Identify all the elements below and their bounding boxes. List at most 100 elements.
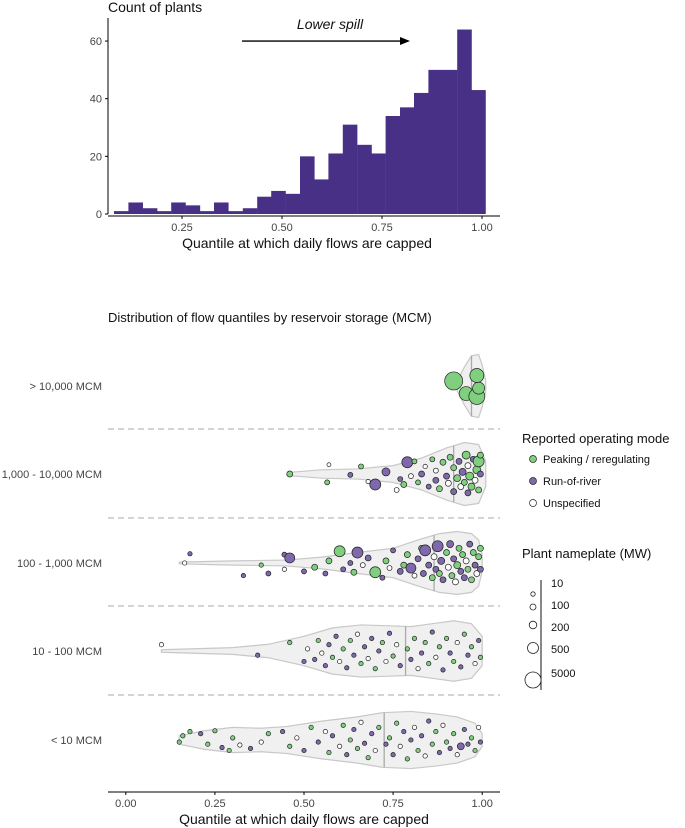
plant-point bbox=[436, 750, 442, 756]
plant-point bbox=[448, 572, 456, 579]
plant-point bbox=[369, 478, 382, 491]
histogram-bar bbox=[471, 90, 486, 214]
plant-point bbox=[450, 488, 458, 495]
plant-point bbox=[326, 750, 332, 756]
size-legend-label: 10 bbox=[551, 578, 563, 590]
plant-point bbox=[467, 482, 476, 491]
mode-legend-label: Run-of-river bbox=[543, 476, 601, 488]
arrow-head bbox=[400, 37, 410, 46]
nameplate-legend: Plant nameplate (MW) 10 100 200 500 5000 bbox=[522, 546, 651, 690]
plant-point bbox=[394, 720, 400, 726]
plant-point bbox=[477, 544, 484, 552]
plant-point bbox=[390, 653, 396, 659]
plant-point bbox=[324, 479, 331, 486]
mode-legend-item: Run-of-river bbox=[529, 476, 601, 488]
plant-point bbox=[429, 629, 435, 635]
mode-legend-label: Unspecified bbox=[543, 498, 600, 510]
plant-point bbox=[397, 476, 404, 482]
plant-point bbox=[287, 743, 293, 749]
violin-row: 100 - 1,000 MCM bbox=[17, 517, 500, 596]
plant-point bbox=[362, 644, 368, 650]
plant-point bbox=[401, 456, 414, 469]
plant-point bbox=[400, 481, 408, 488]
plant-point bbox=[420, 570, 427, 577]
violin-rows: > 10,000 MCM 1,000 - 10,000 MCM 100 - 1,00… bbox=[2, 353, 500, 770]
plant-point bbox=[205, 741, 211, 747]
plant-point bbox=[404, 756, 410, 762]
plant-point bbox=[457, 568, 465, 575]
plant-point bbox=[337, 658, 343, 665]
plant-point bbox=[461, 631, 467, 637]
plant-point bbox=[329, 654, 336, 660]
plant-point bbox=[475, 553, 482, 561]
category-label: < 10 MCM bbox=[51, 735, 102, 747]
plant-point bbox=[426, 718, 432, 724]
mode-legend-item: Peaking / reregulating bbox=[529, 454, 650, 466]
plant-point bbox=[326, 642, 332, 648]
violin-row: < 10 MCM bbox=[51, 694, 500, 770]
plant-point bbox=[446, 540, 454, 548]
plant-point bbox=[326, 462, 332, 468]
histogram-bar bbox=[442, 69, 458, 214]
histogram-bar bbox=[128, 202, 143, 214]
plant-point bbox=[461, 574, 468, 582]
histogram-bar bbox=[142, 208, 158, 214]
plant-point bbox=[454, 640, 460, 646]
plant-point bbox=[198, 731, 204, 737]
plant-point bbox=[315, 637, 321, 644]
plant-point bbox=[477, 739, 483, 745]
histogram-bar bbox=[457, 29, 472, 214]
plant-point bbox=[351, 652, 357, 658]
plant-point bbox=[383, 658, 389, 665]
violin-x-label: Quantile at which daily flows are capped bbox=[179, 811, 429, 827]
plant-point bbox=[476, 724, 482, 730]
plant-point bbox=[440, 722, 446, 728]
plant-point bbox=[446, 453, 454, 461]
plant-point bbox=[364, 554, 372, 562]
size-legend-label: 200 bbox=[551, 622, 569, 634]
plant-point bbox=[464, 489, 472, 497]
plant-point bbox=[182, 560, 188, 566]
histogram-bar bbox=[200, 211, 215, 214]
plant-point bbox=[436, 570, 443, 577]
size-legend-item: 5000 bbox=[524, 668, 575, 689]
x-tick-label: 0.00 bbox=[115, 798, 136, 810]
plant-point bbox=[453, 561, 462, 569]
plant-point bbox=[472, 747, 478, 754]
size-legend-circle bbox=[527, 642, 539, 654]
plant-point bbox=[265, 570, 272, 577]
plant-point bbox=[443, 549, 450, 556]
size-legend-item: 10 bbox=[530, 578, 563, 597]
plant-point bbox=[376, 724, 382, 730]
plant-point bbox=[444, 479, 452, 487]
size-legend-label: 5000 bbox=[551, 668, 575, 680]
plant-point bbox=[469, 549, 477, 556]
plant-point bbox=[344, 665, 350, 671]
x-tick-label: 0.25 bbox=[204, 798, 225, 810]
y-tick-label: 20 bbox=[90, 151, 102, 163]
x-tick-label: 1.00 bbox=[471, 798, 492, 810]
plant-point bbox=[432, 476, 440, 484]
y-tick-label: 40 bbox=[90, 94, 102, 106]
nameplate-legend-items: 10 100 200 500 5000 bbox=[524, 578, 575, 690]
histogram-title: Count of plants bbox=[108, 0, 202, 15]
histogram-x-label: Quantile at which daily flows are capped bbox=[182, 235, 432, 251]
plant-point bbox=[372, 747, 378, 754]
plant-point bbox=[265, 731, 271, 737]
plant-point bbox=[464, 462, 472, 469]
histogram-bars bbox=[114, 29, 486, 214]
histogram-bar bbox=[185, 205, 201, 214]
plant-point bbox=[411, 724, 418, 730]
plant-point bbox=[376, 648, 382, 654]
plant-point bbox=[396, 568, 404, 575]
plant-point bbox=[281, 566, 287, 572]
plant-point bbox=[453, 474, 462, 483]
plant-point bbox=[411, 458, 418, 465]
plant-point bbox=[187, 551, 193, 557]
plant-point bbox=[365, 755, 371, 761]
plant-point bbox=[443, 739, 450, 745]
plant-point bbox=[430, 553, 438, 561]
plant-point bbox=[415, 747, 421, 754]
histogram-bar bbox=[314, 179, 329, 214]
